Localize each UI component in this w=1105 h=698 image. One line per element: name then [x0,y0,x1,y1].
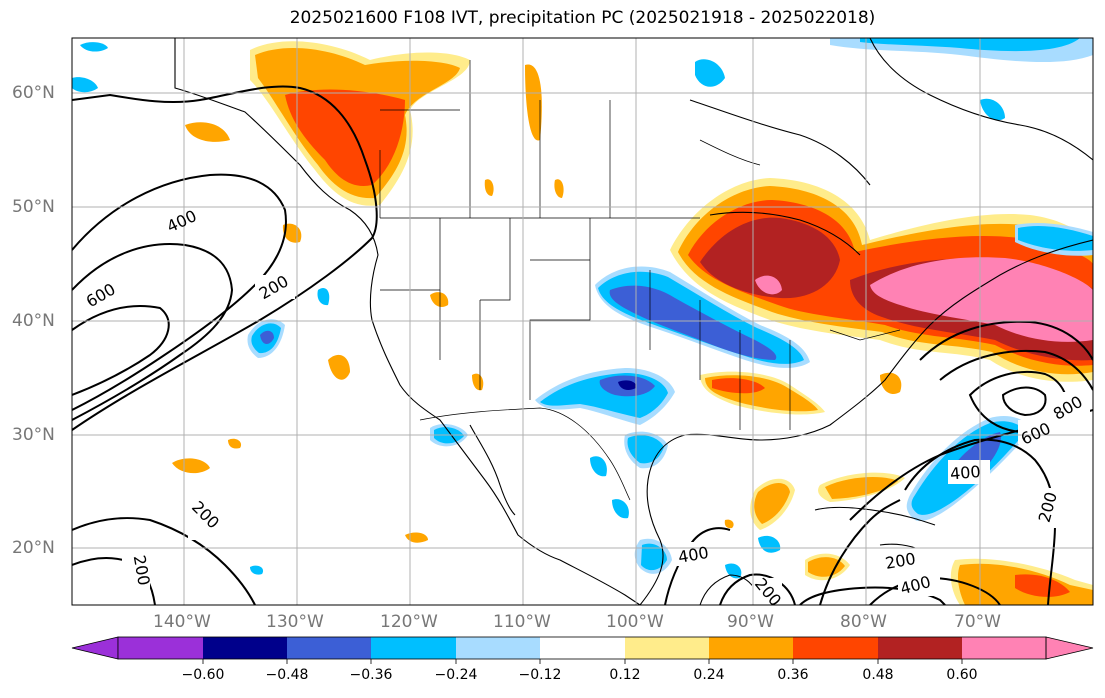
colorbar-tick-label: 0.24 [693,667,725,683]
colorbar-bin [878,637,962,659]
lon-label-120w: 120°W [380,612,438,632]
colorbar-tick-label: −0.36 [349,667,393,683]
contour-label: 400 [949,462,981,484]
colorbar-extend-low [71,636,119,660]
colorbar-frame [117,636,1047,660]
colorbar-bin [287,637,371,659]
colorbar-tick-label: −0.24 [434,667,478,683]
colorbar-tick-label: −0.60 [181,667,225,683]
lat-label-30n: 30°N [12,425,55,445]
colorbar-bin [456,637,540,659]
colorbar-tick-label: 0.12 [609,667,641,683]
colorbar-bin [962,637,1046,659]
colorbar-bin [540,637,625,659]
colorbar-bin [203,637,287,659]
lon-label-80w: 80°W [840,612,887,632]
colorbar-bin [793,637,878,659]
lat-label-50n: 50°N [12,197,55,217]
colorbar-bin [118,637,203,659]
lat-label-60n: 60°N [12,83,55,103]
colorbar-tick-label: −0.12 [518,667,562,683]
colorbar-bin [625,637,709,659]
lat-label-40n: 40°N [12,311,55,331]
lon-label-130w: 130°W [266,612,324,632]
colorbar-bin [371,637,456,659]
lon-label-110w: 110°W [493,612,551,632]
map-frame [71,37,1094,606]
colorbar-extend-high [1045,636,1094,660]
map-title: 2025021600 F108 IVT, precipitation PC (2… [289,8,876,28]
gridlines [72,38,1093,605]
colorbar-tick-label: 0.60 [946,667,978,683]
lon-label-70w: 70°W [954,612,1001,632]
political-borders [379,60,901,501]
colorbar-tick-label: 0.36 [777,667,809,683]
lon-label-100w: 100°W [606,612,664,632]
contour-label-backgrounds [82,208,1090,604]
colorbar-tick-label: 0.48 [862,667,894,683]
colorbar [71,636,1094,664]
lon-label-140w: 140°W [153,612,211,632]
lat-label-20n: 20°N [12,538,55,558]
navy-core [618,380,637,390]
colorbar-bin [709,637,793,659]
lon-label-90w: 90°W [727,612,774,632]
colorbar-tick-label: −0.48 [265,667,309,683]
